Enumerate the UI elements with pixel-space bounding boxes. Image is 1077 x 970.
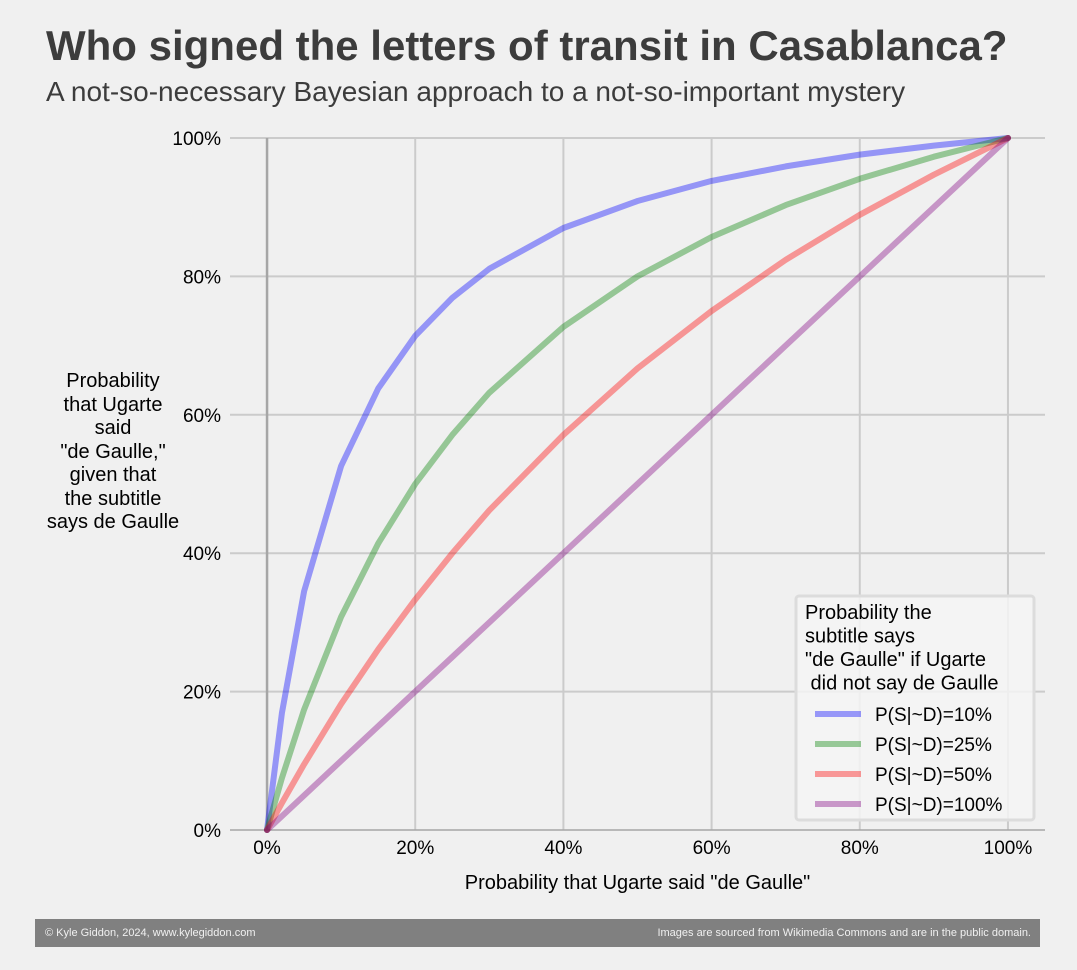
y-tick-label: 0%	[194, 821, 222, 842]
y-tick-label: 60%	[183, 406, 221, 427]
footer-credit: © Kyle Giddon, 2024, www.kylegiddon.com	[45, 927, 256, 939]
y-axis-label: Probability that Ugarte said "de Gaulle,…	[46, 370, 180, 533]
series-line	[264, 135, 1011, 833]
series-line	[264, 135, 1011, 833]
x-tick-label: 60%	[693, 838, 731, 859]
legend-title: Probability the subtitle says "de Gaulle" …	[805, 602, 998, 695]
x-axis-label: Probability that Ugarte said "de Gaulle"	[464, 872, 811, 894]
y-tick-label: 80%	[183, 267, 221, 288]
footer-bar: © Kyle Giddon, 2024, www.kylegiddon.com …	[35, 919, 1040, 947]
legend-box	[794, 594, 1036, 822]
y-tick-label: 20%	[183, 683, 221, 704]
series-line	[264, 135, 1011, 833]
legend-entry-label: P(S|~D)=25%	[875, 735, 992, 756]
x-tick-label: 0%	[253, 838, 281, 859]
x-tick-label: 20%	[396, 838, 434, 859]
legend-entry-label: P(S|~D)=100%	[875, 795, 1003, 816]
y-tick-label: 100%	[172, 129, 221, 150]
x-tick-label: 40%	[544, 838, 582, 859]
footer-source-note: Images are sourced from Wikimedia Common…	[657, 927, 1031, 939]
y-tick-label: 40%	[183, 544, 221, 565]
legend-entry-label: P(S|~D)=50%	[875, 765, 992, 786]
chart-subtitle: A not-so-necessary Bayesian approach to …	[46, 76, 906, 107]
legend-entry-label: P(S|~D)=10%	[875, 705, 992, 726]
x-tick-label: 80%	[841, 838, 879, 859]
series-line	[264, 135, 1011, 833]
chart-title: Who signed the letters of transit in Cas…	[46, 22, 1008, 69]
x-tick-label: 100%	[984, 838, 1033, 859]
